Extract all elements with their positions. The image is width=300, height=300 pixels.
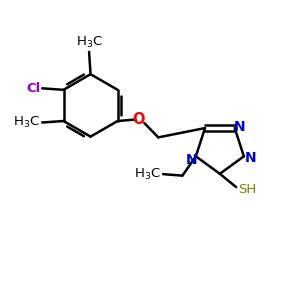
Text: SH: SH [238, 183, 256, 196]
Text: N: N [244, 151, 256, 165]
Text: Cl: Cl [26, 82, 40, 95]
Text: N: N [185, 153, 197, 167]
Text: H$_3$C: H$_3$C [76, 35, 103, 50]
Text: H$_3$C: H$_3$C [134, 167, 161, 182]
Text: O: O [133, 112, 145, 127]
Text: H$_3$C: H$_3$C [14, 115, 40, 130]
Text: N: N [234, 120, 246, 134]
